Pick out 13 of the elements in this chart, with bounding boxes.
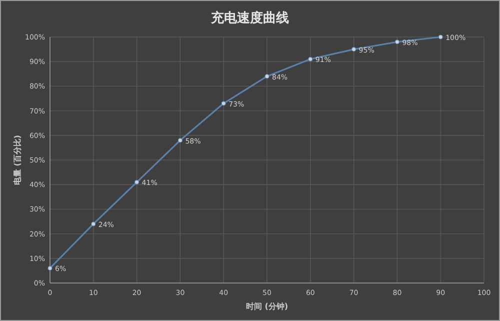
x-axis-title: 时间 (分钟) bbox=[246, 302, 288, 311]
point bbox=[264, 74, 270, 79]
point bbox=[178, 138, 182, 143]
point bbox=[221, 101, 226, 106]
point bbox=[91, 222, 96, 226]
point bbox=[48, 266, 52, 271]
point bbox=[308, 56, 313, 62]
chart-title: 充电速度曲线 bbox=[210, 10, 289, 26]
point bbox=[438, 34, 443, 40]
point bbox=[352, 47, 356, 52]
point bbox=[394, 40, 400, 44]
y-axis-title: 电量 (百分比) bbox=[13, 134, 22, 186]
point bbox=[134, 180, 140, 184]
